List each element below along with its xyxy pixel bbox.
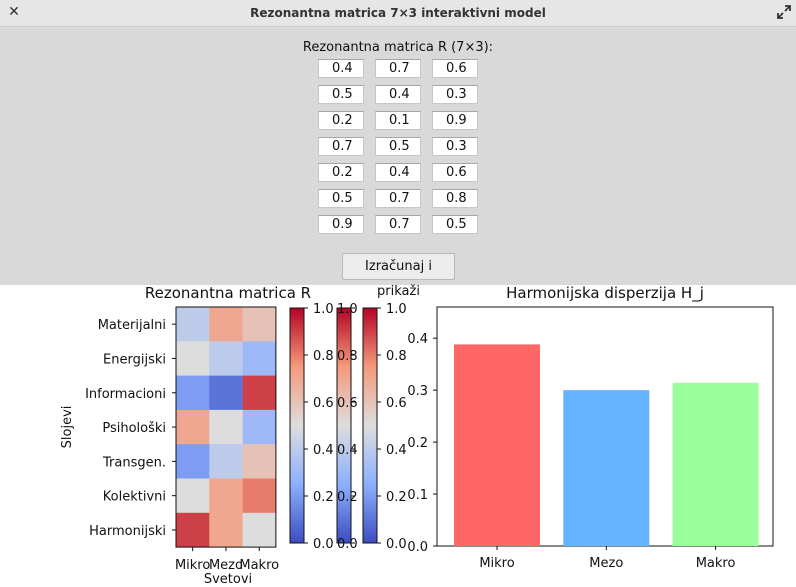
matrix-cell-r1-c1[interactable] bbox=[318, 59, 364, 78]
heatmap-cell bbox=[209, 478, 243, 514]
heatmap-cell bbox=[176, 341, 210, 376]
heatmap-cell bbox=[209, 341, 243, 376]
heatmap-cell bbox=[209, 444, 243, 479]
heatmap-cell bbox=[176, 409, 210, 445]
colorbar bbox=[362, 307, 378, 544]
bar-xtick-label: Makro bbox=[696, 556, 736, 571]
heatmap-xtick-label: Mikro bbox=[175, 558, 210, 573]
colorbar-tick-label: 0.8 bbox=[337, 349, 358, 364]
heatmap-cell bbox=[176, 512, 210, 548]
colorbar-tick-label: 0.4 bbox=[337, 443, 358, 458]
colorbar-tick-label: 0.6 bbox=[386, 396, 407, 411]
heatmap-cell bbox=[242, 375, 277, 411]
heatmap-cell bbox=[242, 444, 277, 479]
matrix-cell-r7-c2[interactable] bbox=[375, 215, 421, 234]
heatmap-cell bbox=[176, 375, 210, 411]
input-panel: Rezonantna matrica R (7×3): Izračunaj i … bbox=[0, 27, 796, 299]
compute-button[interactable]: Izračunaj i prikaži bbox=[342, 253, 455, 299]
maximize-icon[interactable] bbox=[776, 4, 792, 20]
heatmap-cell bbox=[176, 478, 210, 514]
colorbar-tick-label: 0.2 bbox=[337, 490, 358, 505]
matrix-cell-r4-c1[interactable] bbox=[318, 137, 364, 156]
close-icon[interactable]: ✕ bbox=[8, 4, 20, 20]
heatmap-ytick-label: Informacioni bbox=[85, 387, 166, 402]
matrix-cell-r6-c1[interactable] bbox=[318, 189, 364, 208]
heatmap-cell bbox=[242, 341, 277, 376]
colorbar-tick-label: 0.6 bbox=[337, 396, 358, 411]
heatmap-ytick-label: Harmonijski bbox=[89, 524, 166, 539]
heatmap-ytick-label: Transgen. bbox=[102, 455, 166, 470]
heatmap-cell bbox=[209, 307, 243, 342]
heatmap-title: Rezonantna matrica R bbox=[145, 285, 311, 302]
heatmap-cell bbox=[176, 307, 210, 342]
heatmap-ytick-label: Kolektivni bbox=[103, 490, 166, 505]
matrix-cell-r4-c3[interactable] bbox=[432, 137, 478, 156]
colorbar-tick-label: 0.0 bbox=[337, 537, 358, 552]
matrix-cell-r2-c2[interactable] bbox=[375, 85, 421, 104]
matrix-cell-r3-c3[interactable] bbox=[432, 111, 478, 130]
heatmap-ytick-label: Energijski bbox=[103, 352, 166, 367]
matrix-label: Rezonantna matrica R (7×3): bbox=[302, 40, 494, 55]
matrix-cell-r5-c2[interactable] bbox=[375, 163, 421, 182]
title-bar: ✕ Rezonantna matrica 7×3 interaktivni mo… bbox=[0, 0, 796, 27]
bar-ytick-label: 0.3 bbox=[407, 384, 428, 399]
matrix-cell-r2-c3[interactable] bbox=[432, 85, 478, 104]
matrix-cell-r6-c2[interactable] bbox=[375, 189, 421, 208]
colorbar-tick-label: 0.2 bbox=[386, 490, 407, 505]
matrix-cell-r7-c1[interactable] bbox=[318, 215, 364, 234]
bar-ytick-label: 0.1 bbox=[407, 488, 428, 503]
heatmap-cell bbox=[209, 409, 243, 445]
matrix-cell-r2-c1[interactable] bbox=[318, 85, 364, 104]
colorbar-tick-label: 0.4 bbox=[313, 443, 334, 458]
heatmap-cell bbox=[242, 478, 277, 514]
bar-title: Harmonijska disperzija H_j bbox=[506, 285, 704, 303]
matrix-cell-r6-c3[interactable] bbox=[432, 189, 478, 208]
colorbar-tick-label: 0.4 bbox=[386, 443, 407, 458]
bar-makro bbox=[672, 382, 759, 546]
bar-xtick-label: Mezo bbox=[589, 556, 623, 571]
colorbar-tick-label: 0.0 bbox=[386, 537, 407, 552]
heatmap-ytick-label: Psihološki bbox=[102, 421, 166, 436]
heatmap-cell bbox=[242, 409, 277, 445]
heatmap-ylabel: Slojevi bbox=[60, 406, 75, 449]
heatmap-cell bbox=[242, 307, 277, 342]
colorbar-tick-label: 0.8 bbox=[313, 349, 334, 364]
bar-ytick-label: 0.2 bbox=[407, 436, 428, 451]
colorbar-tick-label: 1.0 bbox=[337, 302, 358, 317]
matrix-cell-r1-c3[interactable] bbox=[432, 59, 478, 78]
window-title: Rezonantna matrica 7×3 interaktivni mode… bbox=[250, 6, 546, 20]
matrix-cell-r4-c2[interactable] bbox=[375, 137, 421, 156]
bar-mezo bbox=[563, 390, 650, 546]
colorbar-tick-label: 0.0 bbox=[313, 537, 334, 552]
matrix-cell-r5-c3[interactable] bbox=[432, 163, 478, 182]
colorbar bbox=[289, 307, 305, 544]
bar-ytick-label: 0.4 bbox=[407, 332, 428, 347]
heatmap-cell bbox=[209, 512, 243, 548]
colorbar-tick-label: 0.8 bbox=[386, 349, 407, 364]
matrix-cell-r3-c2[interactable] bbox=[375, 111, 421, 130]
matrix-cell-r5-c1[interactable] bbox=[318, 163, 364, 182]
bar-xtick-label: Mikro bbox=[479, 556, 514, 571]
heatmap-cell bbox=[209, 375, 243, 411]
heatmap-xtick-label: Mezo bbox=[209, 558, 243, 573]
matrix-cell-r1-c2[interactable] bbox=[375, 59, 421, 78]
colorbar-tick-label: 0.2 bbox=[313, 490, 334, 505]
matrix-cell-r7-c3[interactable] bbox=[432, 215, 478, 234]
bar-ytick-label: 0.0 bbox=[407, 540, 428, 555]
colorbar-tick-label: 0.6 bbox=[313, 396, 334, 411]
bar-mikro bbox=[454, 344, 540, 546]
figure: Rezonantna matrica R Materijalni Energijs… bbox=[0, 284, 796, 587]
colorbar bbox=[336, 307, 352, 544]
heatmap-cell bbox=[176, 444, 210, 479]
heatmap-xlabel: Svetovi bbox=[204, 572, 252, 583]
heatmap-xtick-label: Makro bbox=[239, 558, 279, 573]
heatmap-cell bbox=[242, 512, 277, 548]
matrix-cell-r3-c1[interactable] bbox=[318, 111, 364, 130]
colorbar-tick-label: 1.0 bbox=[313, 302, 334, 317]
colorbar-tick-label: 1.0 bbox=[386, 302, 407, 317]
heatmap-ytick-label: Materijalni bbox=[98, 318, 166, 333]
figure-canvas: Rezonantna matrica R Materijalni Energijs… bbox=[60, 284, 774, 587]
